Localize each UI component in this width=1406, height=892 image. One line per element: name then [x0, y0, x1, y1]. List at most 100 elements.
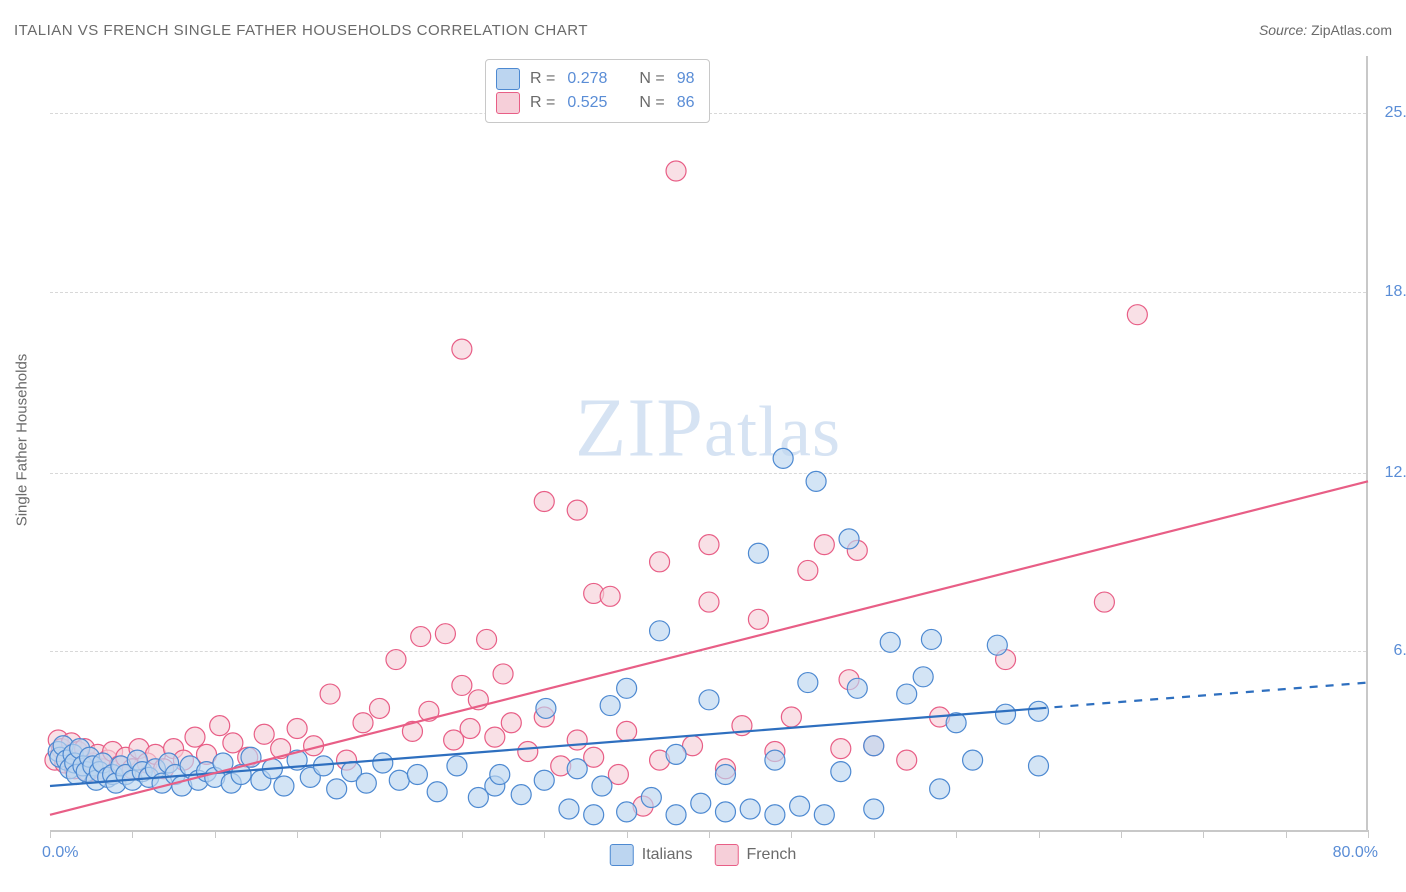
data-point-italians — [814, 805, 834, 825]
data-point-french — [534, 491, 554, 511]
data-point-french — [210, 716, 230, 736]
data-point-french — [501, 713, 521, 733]
data-point-italians — [715, 802, 735, 822]
source-name: ZipAtlas.com — [1311, 22, 1392, 38]
data-point-french — [781, 707, 801, 727]
r-value-french: 0.525 — [567, 94, 607, 112]
swatch-italians — [496, 68, 520, 90]
data-point-french — [567, 730, 587, 750]
data-point-italians — [511, 785, 531, 805]
swatch-french — [496, 92, 520, 114]
legend-label-french: French — [746, 846, 796, 864]
data-point-italians — [427, 782, 447, 802]
data-point-italians — [913, 667, 933, 687]
data-point-italians — [773, 448, 793, 468]
x-tick — [132, 830, 133, 838]
legend-label-italians: Italians — [642, 846, 693, 864]
data-point-italians — [963, 750, 983, 770]
data-point-italians — [373, 753, 393, 773]
data-point-italians — [559, 799, 579, 819]
legend-item-italians: Italians — [610, 844, 693, 866]
data-point-italians — [536, 698, 556, 718]
x-tick — [709, 830, 710, 838]
r-value-italians: 0.278 — [567, 70, 607, 88]
n-label: N = — [639, 94, 664, 112]
data-point-italians — [534, 770, 554, 790]
y-tick-label: 12.5% — [1385, 464, 1406, 482]
x-tick — [462, 830, 463, 838]
data-point-italians — [847, 678, 867, 698]
data-point-french — [370, 698, 390, 718]
data-point-italians — [567, 759, 587, 779]
data-point-french — [287, 719, 307, 739]
data-point-italians — [921, 629, 941, 649]
data-point-italians — [864, 736, 884, 756]
data-point-french — [452, 339, 472, 359]
n-value-italians: 98 — [677, 70, 695, 88]
r-label: R = — [530, 70, 555, 88]
x-tick — [380, 830, 381, 838]
n-value-french: 86 — [677, 94, 695, 112]
data-point-french — [254, 724, 274, 744]
x-tick — [1286, 830, 1287, 838]
x-tick — [544, 830, 545, 838]
data-point-french — [1094, 592, 1114, 612]
data-point-french — [353, 713, 373, 733]
x-tick — [627, 830, 628, 838]
x-tick — [50, 830, 51, 838]
data-point-italians — [831, 762, 851, 782]
data-point-french — [798, 560, 818, 580]
data-point-italians — [806, 471, 826, 491]
x-tick — [297, 830, 298, 838]
data-point-french — [477, 629, 497, 649]
data-point-french — [386, 650, 406, 670]
data-point-french — [567, 500, 587, 520]
data-point-italians — [407, 765, 427, 785]
y-tick-label: 6.3% — [1394, 642, 1406, 660]
data-point-italians — [327, 779, 347, 799]
x-tick — [215, 830, 216, 838]
x-axis-min: 0.0% — [42, 844, 78, 862]
data-point-italians — [748, 543, 768, 563]
data-point-french — [320, 684, 340, 704]
swatch-italians-icon — [610, 844, 634, 866]
data-point-french — [666, 161, 686, 181]
data-point-italians — [930, 779, 950, 799]
data-point-french — [748, 609, 768, 629]
data-point-french — [518, 742, 538, 762]
data-point-french — [435, 624, 455, 644]
legend-item-french: French — [714, 844, 796, 866]
x-tick — [956, 830, 957, 838]
data-point-italians — [617, 802, 637, 822]
data-point-italians — [699, 690, 719, 710]
legend-row-italians: R = 0.278 N = 98 — [496, 68, 695, 90]
data-point-italians — [389, 770, 409, 790]
r-label: R = — [530, 94, 555, 112]
y-tick-label: 25.0% — [1385, 104, 1406, 122]
data-point-italians — [666, 805, 686, 825]
source-prefix: Source: — [1259, 22, 1307, 38]
y-axis-label: Single Father Households — [14, 354, 31, 527]
data-point-italians — [880, 632, 900, 652]
plot-area: ZIPatlas 6.3%12.5%18.8%25.0% R = 0.278 N… — [50, 56, 1368, 832]
data-point-italians — [740, 799, 760, 819]
data-point-french — [650, 552, 670, 572]
data-point-italians — [490, 765, 510, 785]
n-label: N = — [639, 70, 664, 88]
legend-series: Italians French — [610, 844, 797, 866]
data-point-italians — [447, 756, 467, 776]
data-point-italians — [617, 678, 637, 698]
data-point-italians — [839, 529, 859, 549]
data-point-french — [452, 675, 472, 695]
plot-svg — [50, 56, 1366, 830]
chart-container: ITALIAN VS FRENCH SINGLE FATHER HOUSEHOL… — [0, 0, 1406, 892]
x-tick — [1121, 830, 1122, 838]
swatch-french-icon — [714, 844, 738, 866]
data-point-french — [897, 750, 917, 770]
data-point-italians — [765, 750, 785, 770]
data-point-italians — [691, 793, 711, 813]
data-point-italians — [666, 744, 686, 764]
data-point-italians — [274, 776, 294, 796]
data-point-french — [493, 664, 513, 684]
data-point-french — [411, 627, 431, 647]
